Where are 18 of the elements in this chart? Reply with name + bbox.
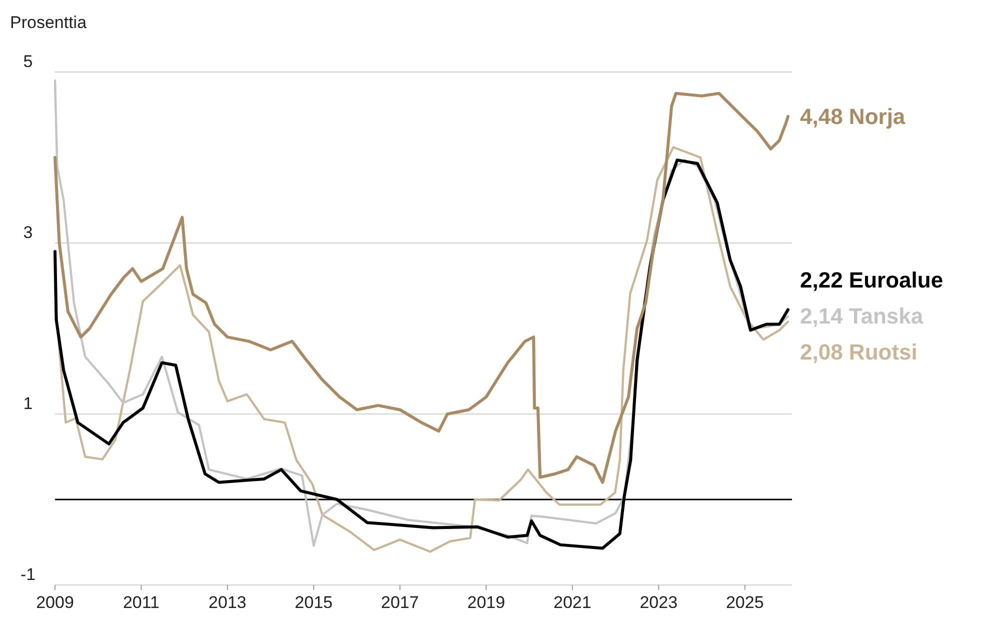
y-tick-label: 5	[23, 52, 33, 71]
text: 2,08 Ruotsi	[800, 340, 918, 365]
y-tick-label: 1	[23, 394, 33, 413]
x-tick-label: 2021	[554, 593, 592, 612]
y-tick-label: -1	[20, 564, 36, 584]
x-tick-label: 2013	[208, 593, 246, 612]
x-tick-label: 2017	[381, 593, 419, 612]
x-tick-label: 2011	[122, 593, 160, 612]
x-tick-label: 2025	[726, 593, 764, 612]
text: 2,22 Euroalue	[800, 268, 944, 293]
x-tick-label: 2023	[640, 593, 678, 612]
x-tick-label: 2019	[467, 593, 506, 612]
x-tick-label: 2009	[36, 593, 74, 612]
y-axis-title: Prosenttia	[10, 13, 88, 32]
y-tick-label: 3	[23, 222, 33, 242]
text: 2,14 Tanska	[800, 304, 924, 329]
text: 4,48 Norja	[800, 104, 906, 130]
x-tick-label: 2015	[294, 593, 333, 612]
